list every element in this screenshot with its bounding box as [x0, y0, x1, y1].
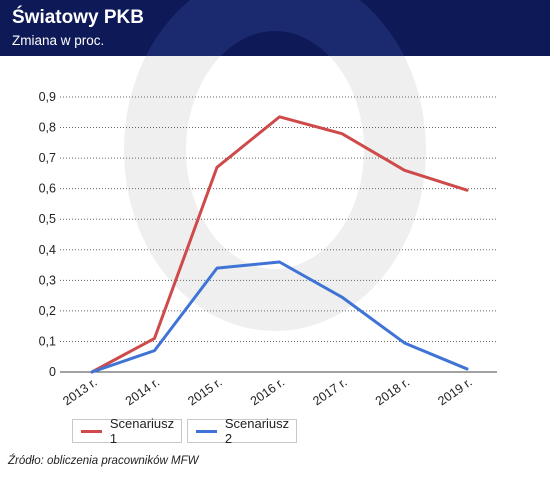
source-note: Źródło: obliczenia pracowników MFW — [8, 455, 199, 467]
grid-lines — [60, 96, 497, 373]
watermark-logo — [124, 56, 426, 331]
y-tick-label: 0,1 — [39, 334, 56, 348]
legend-item-scenariusz-2: Scenariusz 2 — [187, 416, 297, 446]
x-tick-label: 2019 r. — [435, 375, 474, 408]
y-tick-label: 0,5 — [39, 212, 56, 226]
chart-subtitle: Zmiana w proc. — [12, 33, 105, 48]
y-tick-label: 0 — [49, 365, 56, 379]
x-axis-ticks: 2013 r. 2014 r. 2015 r. 2016 r. 2017 r. 2018 … — [60, 375, 474, 408]
x-tick-label: 2017 r. — [310, 375, 349, 408]
series-lines — [90, 115, 469, 374]
y-tick-label: 0,8 — [39, 121, 56, 135]
y-tick-label: 0,2 — [39, 304, 56, 318]
series-line-scenariusz-2 — [90, 260, 469, 374]
x-tick-label: 2014 r. — [123, 375, 162, 408]
y-axis-ticks: 0 0,1 0,2 0,3 0,4 0,5 0,6 0,7 0,8 0,9 — [39, 90, 56, 379]
x-tick-label: 2016 r. — [248, 375, 287, 408]
legend-swatch-scenariusz-1 — [81, 429, 102, 433]
y-tick-label: 0,9 — [39, 90, 56, 104]
series-line-scenariusz-1 — [90, 115, 469, 374]
legend-swatch-scenariusz-2 — [196, 429, 217, 433]
y-tick-label: 0,4 — [39, 243, 56, 257]
x-tick-label: 2015 r. — [185, 375, 224, 408]
legend-label-scenariusz-1: Scenariusz 1 — [109, 416, 175, 446]
chart-title: Światowy PKB — [12, 7, 144, 28]
x-tick-label: 2018 r. — [373, 375, 412, 408]
chart-header: Światowy PKB Zmiana w proc. — [0, 0, 550, 56]
legend-item-scenariusz-1: Scenariusz 1 — [72, 416, 182, 446]
x-tick-label: 2013 r. — [60, 375, 99, 408]
y-tick-label: 0,6 — [39, 182, 56, 196]
y-tick-label: 0,3 — [39, 273, 56, 287]
y-tick-label: 0,7 — [39, 151, 56, 165]
line-chart: 0 0,1 0,2 0,3 0,4 0,5 0,6 0,7 0,8 0,9 2013 r. 2014… — [39, 56, 497, 408]
legend-label-scenariusz-2: Scenariusz 2 — [224, 416, 290, 446]
